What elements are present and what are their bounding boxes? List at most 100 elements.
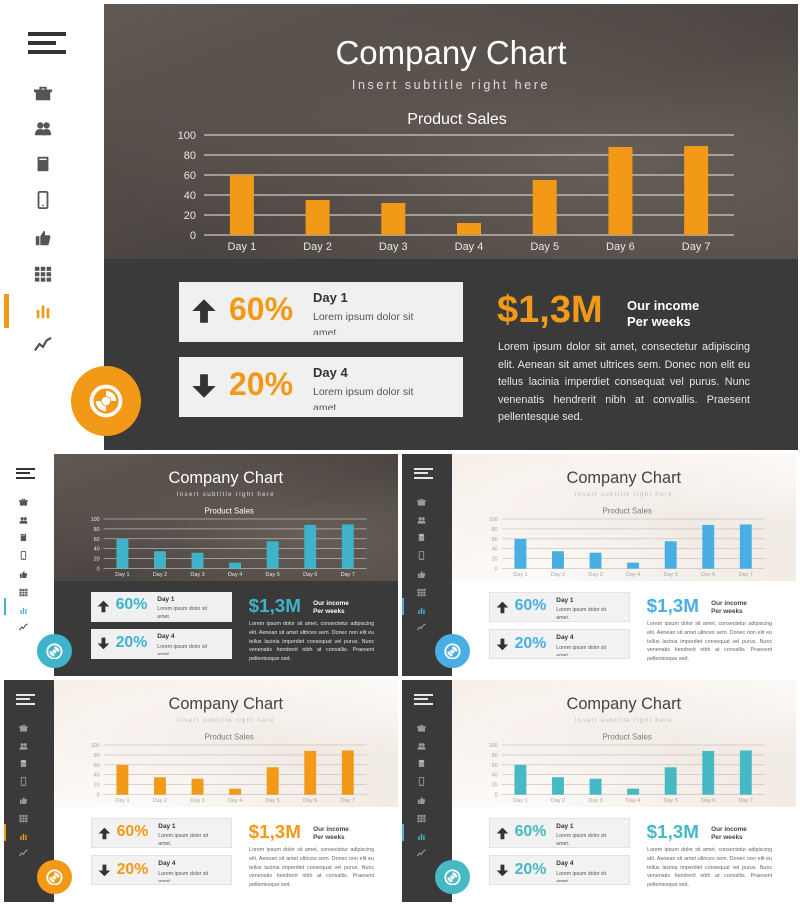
y-tick-label: 80 <box>491 527 497 533</box>
sidebar-item-bar-chart[interactable] <box>4 294 104 328</box>
slide-light-orange[interactable]: Company Chart Insert subtitle right here P… <box>4 680 398 902</box>
sidebar-item-bar-chart[interactable] <box>402 597 452 615</box>
stat-card-2[interactable]: 20% Day 4 Lorem ipsum dolor sit amet. <box>488 855 630 885</box>
sidebar-item-mobile[interactable] <box>4 183 104 217</box>
sidebar-item-thumbs-up[interactable] <box>4 562 54 579</box>
info-section: 60% Day 1 Lorem ipsum dolor sit amet. 20% Da… <box>53 580 398 676</box>
sidebar-item-users[interactable] <box>402 734 452 751</box>
sidebar-item-mobile[interactable] <box>4 769 54 786</box>
sidebar-item-mobile[interactable] <box>4 543 54 560</box>
stat-description: Lorem ipsum dolor sit amet. <box>158 870 209 883</box>
y-tick-label: 80 <box>93 753 99 759</box>
menu-icon[interactable] <box>15 693 35 706</box>
disc-button[interactable] <box>435 633 470 669</box>
sidebar-item-grid[interactable] <box>402 580 452 597</box>
sidebar-item-book[interactable] <box>4 751 54 768</box>
sidebar-item-book[interactable] <box>402 525 452 542</box>
grid-icon <box>34 265 52 288</box>
y-tick-label: 80 <box>491 753 497 759</box>
sidebar-item-grid[interactable] <box>4 257 104 291</box>
bar-chart-icon <box>417 828 426 846</box>
x-tick-label: Day 2 <box>550 572 564 578</box>
y-tick-label: 80 <box>184 150 196 162</box>
sidebar-item-briefcase[interactable] <box>402 716 452 733</box>
slide-dark-orange[interactable]: Company Chart Insert subtitle right here P… <box>4 4 798 450</box>
income-amount: $1,3M <box>248 821 301 843</box>
sidebar-item-line-chart[interactable] <box>4 328 104 362</box>
sidebar-item-book[interactable] <box>4 147 104 181</box>
y-tick-label: 0 <box>190 230 196 242</box>
menu-icon[interactable] <box>15 467 35 480</box>
hero-background <box>451 680 796 807</box>
sidebar-item-mobile[interactable] <box>402 769 452 786</box>
sidebar-item-grid[interactable] <box>402 806 452 823</box>
stat-percent: 20% <box>514 860 547 878</box>
active-indicator <box>4 294 9 328</box>
income-label-line1: Our income <box>711 825 747 833</box>
sidebar-item-mobile[interactable] <box>402 543 452 560</box>
y-tick-label: 20 <box>491 783 497 789</box>
sidebar-item-bar-chart[interactable] <box>402 823 452 841</box>
sidebar-item-line-chart[interactable] <box>402 841 452 858</box>
stat-card-1[interactable]: 60% Day 1 Lorem ipsum dolor sit amet. <box>179 282 463 342</box>
sidebar-item-book[interactable] <box>402 751 452 768</box>
sidebar-item-line-chart[interactable] <box>402 615 452 632</box>
stat-card-1[interactable]: 60% Day 1 Lorem ipsum dolor sit amet. <box>488 591 630 622</box>
slide-dark-teal[interactable]: Company Chart Insert subtitle right here P… <box>4 454 398 676</box>
sidebar-item-thumbs-up[interactable] <box>4 788 54 805</box>
y-tick-label: 20 <box>93 557 99 563</box>
menu-icon[interactable] <box>413 467 433 480</box>
stat-card-2[interactable]: 20% Day 4 Lorem ipsum dolor sit amet. <box>90 855 232 885</box>
info-section: 60% Day 1 Lorem ipsum dolor sit amet. 20% Da… <box>451 580 796 676</box>
sidebar-item-thumbs-up[interactable] <box>402 788 452 805</box>
stat-card-2[interactable]: 20% Day 4 Lorem ipsum dolor sit amet. <box>90 629 232 659</box>
stat-card-1[interactable]: 60% Day 1 Lorem ipsum dolor sit amet. <box>488 817 630 848</box>
sidebar-item-bar-chart[interactable] <box>4 597 54 615</box>
menu-icon[interactable] <box>413 693 433 706</box>
stat-card-1[interactable]: 60% Day 1 Lorem ipsum dolor sit amet. <box>90 591 232 622</box>
stat-card-2[interactable]: 20% Day 4 Lorem ipsum dolor sit amet. <box>179 357 463 417</box>
menu-icon[interactable] <box>28 32 66 56</box>
sidebar-item-bar-chart[interactable] <box>4 823 54 841</box>
sidebar-item-briefcase[interactable] <box>402 490 452 507</box>
page-subtitle: Insert subtitle right here <box>574 716 673 724</box>
sidebar-item-users[interactable] <box>4 112 104 146</box>
bar-day-3 <box>381 203 406 235</box>
bar-day-6 <box>303 750 316 795</box>
thumbs-up-icon <box>417 792 426 810</box>
stat-day: Day 1 <box>556 596 574 604</box>
sidebar-item-grid[interactable] <box>4 580 54 597</box>
hero-section: Company Chart Insert subtitle right here P… <box>451 680 796 807</box>
sidebar-item-briefcase[interactable] <box>4 716 54 733</box>
slide-light-blue[interactable]: Company Chart Insert subtitle right here P… <box>402 454 796 676</box>
disc-button[interactable] <box>37 633 72 669</box>
stat-card-2[interactable]: 20% Day 4 Lorem ipsum dolor sit amet. <box>488 629 630 659</box>
sidebar-item-briefcase[interactable] <box>4 490 54 507</box>
sidebar-item-grid[interactable] <box>4 806 54 823</box>
income-paragraph: Lorem ipsum dolor sit amet, consectetur … <box>647 847 773 889</box>
y-tick-label: 60 <box>491 763 497 769</box>
bar-day-7 <box>684 146 709 235</box>
sidebar-item-line-chart[interactable] <box>4 841 54 858</box>
sidebar-item-thumbs-up[interactable] <box>4 221 104 255</box>
stat-card-1[interactable]: 60% Day 1 Lorem ipsum dolor sit amet. <box>90 817 232 848</box>
sidebar-item-users[interactable] <box>4 734 54 751</box>
bar-chart-icon <box>19 828 28 846</box>
chart-title: Product Sales <box>407 111 507 128</box>
stat-day: Day 4 <box>157 633 175 641</box>
sidebar-item-book[interactable] <box>4 525 54 542</box>
slide-light-teal[interactable]: Company Chart Insert subtitle right here P… <box>402 680 796 902</box>
sidebar-item-line-chart[interactable] <box>4 615 54 632</box>
line-chart-icon <box>416 845 426 863</box>
disc-button[interactable] <box>37 859 72 895</box>
arrow-up-icon <box>98 827 111 845</box>
disc-button[interactable] <box>435 859 470 895</box>
y-tick-label: 100 <box>178 130 196 142</box>
sidebar-item-users[interactable] <box>402 508 452 525</box>
arrow-down-icon <box>98 864 111 882</box>
sidebar-item-briefcase[interactable] <box>4 77 104 111</box>
sidebar-item-thumbs-up[interactable] <box>402 562 452 579</box>
disc-button[interactable] <box>71 366 141 436</box>
sidebar-item-users[interactable] <box>4 508 54 525</box>
arrow-down-icon <box>496 864 509 882</box>
